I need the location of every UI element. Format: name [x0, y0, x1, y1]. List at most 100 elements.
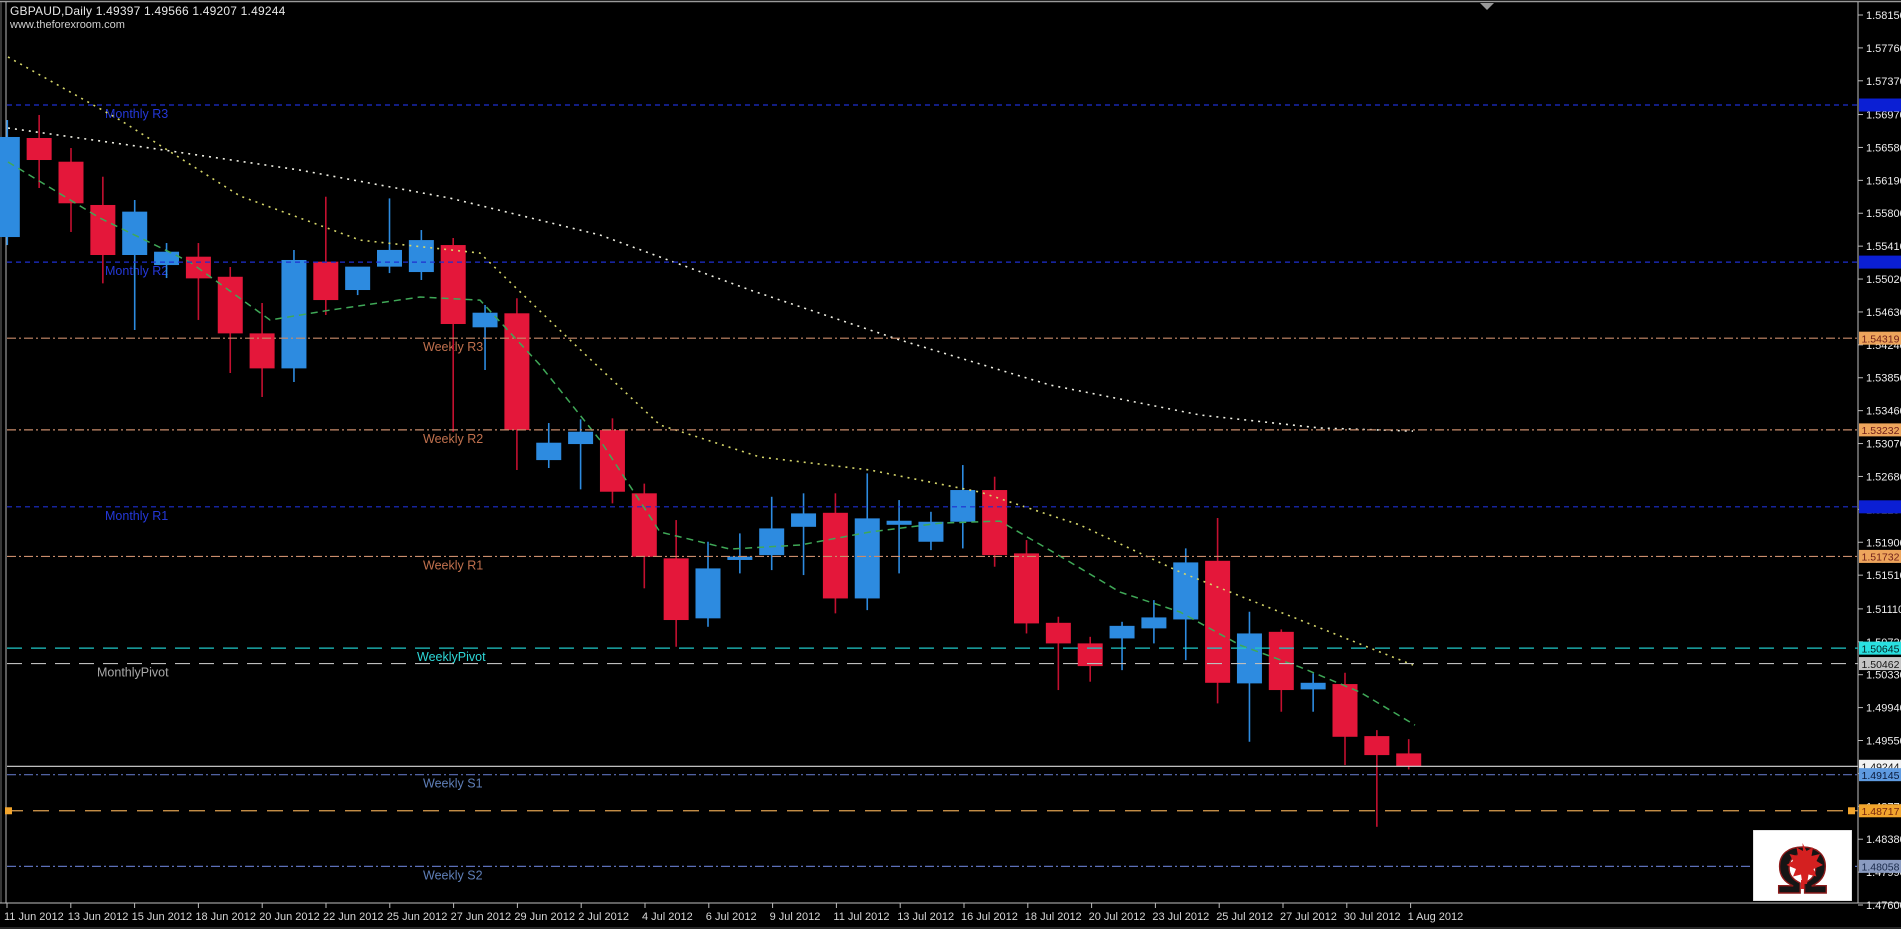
candle-body — [313, 261, 339, 301]
axis-badge-box — [1859, 255, 1901, 269]
axis-badge-value: 1.51732 — [1862, 552, 1900, 564]
price-tick-label: 1.57370 — [1866, 76, 1901, 88]
candle-11-Jun-2012 — [0, 120, 20, 246]
level-label-monthly-pivot: MonthlyPivot — [97, 666, 169, 680]
candle-body — [58, 161, 84, 204]
price-tick-label: 1.56190 — [1866, 175, 1901, 187]
candle-body — [982, 490, 1008, 556]
candle-19-Jul-2012 — [1045, 616, 1071, 691]
price-tick-label: 1.55020 — [1866, 274, 1901, 286]
axis-badge-horizontal-line-object: 1.48717 — [1859, 804, 1901, 818]
candle-body — [822, 512, 848, 599]
ma-fast-green-dashed — [7, 161, 1416, 726]
axis-badge-weekly-s1: 1.49145 — [1859, 768, 1901, 782]
candle-12-Jun-2012 — [26, 114, 52, 189]
axis-badge-value: 1.50462 — [1862, 659, 1900, 671]
candle-body — [568, 431, 594, 445]
candle-27-Jul-2012 — [1268, 629, 1294, 712]
candle-body — [886, 520, 912, 525]
candle-body — [950, 490, 976, 522]
candle-12-Jul-2012 — [854, 473, 880, 611]
date-label: 11 Jun 2012 — [4, 911, 64, 923]
candle-body — [1173, 562, 1199, 620]
candle-body — [1300, 682, 1326, 690]
candle-body — [1109, 625, 1135, 639]
date-label: 25 Jun 2012 — [387, 911, 448, 923]
candle-body — [599, 430, 625, 492]
price-tick-label: 1.51510 — [1866, 570, 1901, 582]
candle-9-Jul-2012 — [759, 496, 785, 571]
axis-badge-box — [1859, 98, 1901, 112]
candle-26-Jul-2012 — [1236, 611, 1262, 742]
price-tick-label: 1.51110 — [1866, 604, 1901, 616]
date-label: 27 Jul 2012 — [1280, 911, 1337, 923]
axis-badge-box — [1859, 859, 1901, 873]
price-tick-label: 1.55410 — [1866, 241, 1901, 253]
candle-body — [1014, 553, 1039, 624]
candle-body — [1045, 622, 1071, 644]
candle-24-Jun-2012 — [345, 266, 371, 296]
time-axis[interactable] — [0, 904, 1901, 929]
price-tick-label: 1.53850 — [1866, 373, 1901, 385]
candle-body — [440, 245, 466, 325]
candle-22-Jun-2012 — [313, 196, 339, 315]
date-label: 9 Jul 2012 — [770, 911, 821, 923]
candle-19-Jun-2012 — [217, 266, 243, 374]
price-tick-label: 1.47600 — [1866, 900, 1901, 912]
candle-body — [854, 518, 880, 599]
axis-badge-monthly-r3 — [1859, 98, 1901, 112]
candle-13-Jun-2012 — [58, 148, 84, 232]
candle-3-Jul-2012 — [599, 418, 625, 504]
candle-1-Jul-2012 — [536, 423, 562, 469]
price-tick-label: 1.48380 — [1866, 834, 1901, 846]
axis-badge-monthly-r2 — [1859, 255, 1901, 269]
axis-badge-value: 1.48058 — [1862, 862, 1900, 874]
level-lines — [5, 104, 1858, 867]
axis-badge-box — [1859, 500, 1901, 514]
axis-badge-box — [1859, 641, 1901, 655]
level-label-monthly-r2: Monthly R2 — [105, 264, 168, 278]
candle-30-Jul-2012 — [1332, 672, 1358, 766]
candle-24-Jul-2012 — [1173, 548, 1199, 661]
price-tick-label: 1.56580 — [1866, 142, 1901, 154]
axis-badge-box — [1859, 657, 1901, 671]
candle-body — [536, 442, 562, 461]
level-label-monthly-r1: Monthly R1 — [105, 509, 168, 523]
candle-13-Jul-2012 — [886, 500, 912, 574]
line-handle[interactable] — [1848, 807, 1855, 815]
axis-badge-value: 1.48717 — [1862, 806, 1900, 818]
price-tick-label: 1.53460 — [1866, 406, 1901, 418]
date-label: 20 Jun 2012 — [259, 911, 320, 923]
candle-15-Jul-2012 — [918, 511, 944, 551]
candle-2-Jul-2012 — [568, 419, 594, 490]
axis-badge-weekly-r1: 1.51732 — [1859, 549, 1901, 564]
level-label-monthly-r3: Monthly R3 — [105, 107, 168, 121]
date-label: 29 Jun 2012 — [514, 911, 575, 923]
candle-22-Jul-2012 — [1109, 621, 1135, 671]
date-label: 18 Jul 2012 — [1025, 911, 1082, 923]
candle-28-Jun-2012 — [472, 305, 498, 370]
candle-15-Jun-2012 — [122, 200, 148, 331]
candle-body — [791, 513, 817, 527]
candle-body — [1205, 560, 1231, 683]
candle-29-Jul-2012 — [1300, 673, 1326, 712]
candle-4-Jul-2012 — [631, 483, 657, 589]
candle-body — [663, 558, 689, 621]
line-handle[interactable] — [5, 807, 12, 815]
level-label-weekly-s2: Weekly S2 — [423, 868, 483, 882]
candle-14-Jun-2012 — [90, 176, 116, 284]
candle-body — [695, 568, 721, 619]
price-axis[interactable] — [1859, 0, 1901, 903]
date-label: 16 Jul 2012 — [961, 911, 1018, 923]
moving-averages — [7, 56, 1416, 726]
price-axis-badges: 1.543191.532321.517321.506451.504621.492… — [1859, 98, 1901, 874]
price-tick-label: 1.56970 — [1866, 110, 1901, 122]
maple-leaf-icon — [1786, 843, 1823, 889]
price-tick-label: 1.58150 — [1866, 10, 1901, 22]
price-tick-label: 1.55800 — [1866, 208, 1901, 220]
date-label: 2 Jul 2012 — [578, 911, 629, 923]
